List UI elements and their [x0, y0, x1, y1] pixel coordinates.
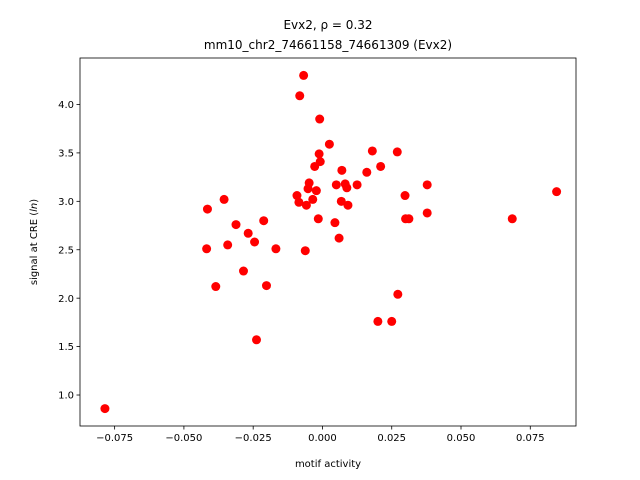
data-point	[231, 220, 241, 230]
y-tick-label: 1.0	[58, 391, 74, 402]
data-point	[292, 191, 302, 201]
data-point	[304, 178, 314, 188]
data-point	[202, 204, 212, 214]
data-point	[238, 266, 248, 276]
data-point	[259, 216, 269, 226]
y-axis-label-suffix: )	[29, 199, 40, 203]
data-point	[261, 281, 271, 291]
data-point	[337, 165, 347, 175]
data-point	[422, 208, 432, 218]
data-point	[300, 246, 310, 256]
data-point	[299, 70, 309, 80]
x-tick-label: −0.075	[96, 433, 133, 444]
axis-ticks: −0.075 −0.050 −0.025 0.000 0.025 0.050 0.075 1.…	[58, 100, 545, 444]
y-tick-label: 3.5	[58, 149, 74, 160]
data-point	[243, 228, 253, 238]
y-axis-label-italic: ln	[29, 203, 40, 212]
data-point	[331, 180, 341, 190]
data-point	[343, 200, 353, 210]
chart-title-line2: mm10_chr2_74661158_74661309 (Evx2)	[204, 38, 452, 52]
x-tick-label: 0.075	[516, 433, 545, 444]
x-tick-label: 0.000	[308, 433, 337, 444]
data-point	[422, 180, 432, 190]
y-tick-label: 3.0	[58, 197, 74, 208]
data-point	[223, 240, 233, 250]
y-tick-label: 1.5	[58, 342, 74, 353]
data-point	[301, 200, 311, 210]
plot-area-frame	[79, 57, 577, 427]
data-point	[342, 183, 352, 193]
data-point	[334, 233, 344, 243]
y-tick-label: 2.5	[58, 245, 74, 256]
data-point	[367, 146, 377, 156]
y-tick-label: 2.0	[58, 294, 74, 305]
data-point	[271, 244, 281, 254]
data-point	[552, 187, 562, 197]
data-point	[352, 180, 362, 190]
data-point	[313, 214, 323, 224]
data-point	[376, 161, 386, 171]
data-point	[315, 157, 325, 167]
data-point	[392, 147, 402, 157]
data-point	[315, 114, 325, 124]
x-tick-label: 0.025	[377, 433, 406, 444]
x-axis-label: motif activity	[295, 459, 361, 470]
x-tick-label: 0.050	[447, 433, 476, 444]
data-point	[314, 149, 324, 159]
data-point	[507, 214, 517, 224]
data-point	[330, 218, 340, 228]
chart-title-line1: Evx2, ρ = 0.32	[283, 18, 372, 32]
data-point	[400, 191, 410, 201]
y-tick-label: 4.0	[58, 100, 74, 111]
data-point	[295, 91, 305, 101]
data-point	[373, 316, 383, 326]
data-point	[404, 214, 414, 224]
data-point	[387, 316, 397, 326]
data-point	[252, 335, 262, 345]
data-point	[211, 282, 221, 292]
y-axis-label-prefix: signal at CRE (	[29, 212, 40, 285]
y-axis-label: signal at CRE (ln)	[29, 199, 40, 285]
data-point	[202, 244, 212, 254]
data-point	[336, 196, 346, 206]
data-point	[100, 404, 110, 414]
data-point	[308, 194, 318, 204]
data-point	[324, 139, 334, 149]
data-point	[311, 186, 321, 196]
x-tick-label: −0.025	[235, 433, 272, 444]
data-point	[250, 237, 260, 247]
x-tick-label: −0.050	[165, 433, 202, 444]
data-point	[362, 167, 372, 177]
data-point	[219, 194, 229, 204]
data-point	[294, 197, 304, 207]
data-points	[100, 70, 562, 414]
data-point	[393, 289, 403, 299]
